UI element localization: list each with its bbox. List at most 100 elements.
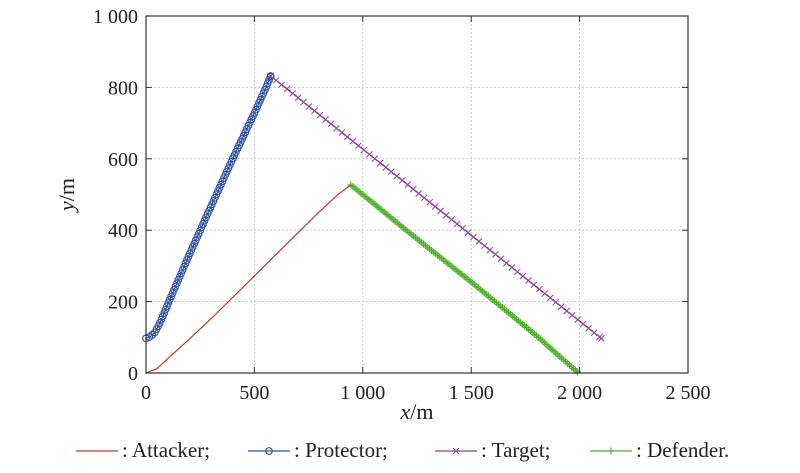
- series-marker: [322, 116, 329, 123]
- legend-item: : Target;: [435, 438, 551, 462]
- y-axis-label: y/m: [54, 178, 79, 213]
- series-marker-b: [464, 229, 472, 236]
- series-marker-b: [481, 242, 488, 250]
- series-marker: [311, 107, 318, 115]
- series-marker: [590, 329, 598, 337]
- y-tick-label: 0: [128, 363, 138, 385]
- series-marker: [530, 281, 538, 289]
- series-marker: [349, 137, 357, 145]
- series-marker-b: [393, 172, 401, 180]
- series-marker-b: [398, 177, 406, 184]
- grid: [146, 16, 688, 373]
- series-marker: [316, 111, 324, 119]
- series-marker-b: [574, 316, 582, 324]
- series-marker-b: [376, 159, 384, 167]
- x-tick-label: 0: [141, 382, 151, 404]
- series-marker-b: [267, 72, 275, 80]
- series-marker: [415, 190, 423, 197]
- series-marker: [262, 82, 271, 91]
- series-marker-b: [448, 216, 455, 223]
- series-marker: [366, 150, 373, 158]
- legend-marker-b: [452, 447, 460, 455]
- x-tick-label: 500: [239, 382, 269, 404]
- series-marker: [278, 81, 285, 89]
- series-2: [142, 72, 275, 343]
- series-marker-b: [344, 133, 351, 141]
- plot-frame: [145, 15, 689, 374]
- series-marker: [574, 316, 582, 324]
- legend-item: : Attacker;: [76, 438, 210, 462]
- series-marker-b: [272, 76, 280, 84]
- series-marker: [333, 124, 340, 132]
- series-marker: [160, 309, 169, 317]
- series-3: [267, 72, 605, 342]
- series-marker: [481, 242, 488, 250]
- series-marker: [546, 294, 554, 302]
- series-marker: [497, 255, 505, 263]
- series-marker-b: [409, 185, 417, 193]
- series-marker-b: [563, 307, 571, 315]
- series-marker-b: [404, 181, 412, 189]
- series-marker: [492, 251, 499, 258]
- series-marker-b: [557, 303, 565, 310]
- series-marker: [404, 181, 412, 189]
- x-tick-label: 2 500: [666, 382, 711, 404]
- series-marker: [305, 103, 313, 110]
- series-marker: [263, 79, 272, 88]
- series-marker-b: [415, 190, 423, 197]
- y-axis-unit: /m: [54, 178, 79, 201]
- series-marker-b: [525, 277, 532, 284]
- series-marker: [393, 172, 401, 180]
- series-marker-b: [579, 320, 587, 328]
- series-marker-b: [497, 255, 505, 263]
- series-marker: [387, 168, 395, 176]
- x-axis-unit: /m: [410, 399, 433, 424]
- series-marker: [585, 325, 593, 332]
- series-marker: [508, 264, 516, 271]
- legend-label: : Target;: [481, 438, 551, 462]
- y-tick-label: 200: [108, 292, 138, 314]
- series-marker-b: [503, 259, 510, 267]
- series-marker-b: [470, 233, 477, 241]
- legend-marker: [607, 447, 615, 455]
- series-marker-b: [508, 264, 516, 271]
- series-marker-b: [289, 90, 296, 97]
- legend-item: : Defender.: [590, 438, 729, 462]
- series-marker-b: [546, 294, 554, 302]
- legend-marker: [452, 447, 460, 455]
- series-marker: [437, 207, 444, 215]
- series-marker: [289, 90, 296, 97]
- series-marker: [459, 224, 466, 232]
- series-marker-b: [597, 335, 605, 342]
- series-marker: [426, 198, 434, 206]
- x-tick-label: 1 000: [340, 382, 385, 404]
- x-axis-label: x/m: [400, 399, 434, 424]
- series-marker-b: [437, 207, 444, 215]
- series-marker: [371, 155, 379, 163]
- y-tick-label: 400: [108, 220, 138, 242]
- series-marker-b: [530, 281, 538, 289]
- series-1: [145, 184, 352, 374]
- series-marker: [327, 120, 335, 128]
- series-marker-b: [459, 224, 466, 232]
- series-marker-b: [541, 290, 549, 297]
- legend: : Attacker; : Protector; : Target; : Defend…: [76, 438, 729, 462]
- series-marker-b: [535, 285, 543, 293]
- series-marker: [486, 246, 494, 254]
- series-marker-b: [294, 94, 302, 102]
- series-marker: [442, 211, 450, 219]
- series-marker-b: [322, 116, 329, 123]
- series-marker-b: [360, 146, 368, 154]
- y-tick-label: 600: [108, 149, 138, 171]
- x-tick-label: 2 000: [557, 382, 602, 404]
- series-marker-b: [420, 194, 428, 202]
- y-axis-var: y: [54, 201, 79, 213]
- legend-item: : Protector;: [248, 438, 388, 462]
- series-marker: [267, 72, 275, 80]
- series-marker-b: [311, 107, 318, 115]
- legend-marker: [265, 447, 273, 455]
- series-marker: [552, 298, 560, 306]
- series-marker-b: [316, 111, 324, 119]
- series-marker: [453, 220, 461, 228]
- series-marker: [557, 303, 565, 310]
